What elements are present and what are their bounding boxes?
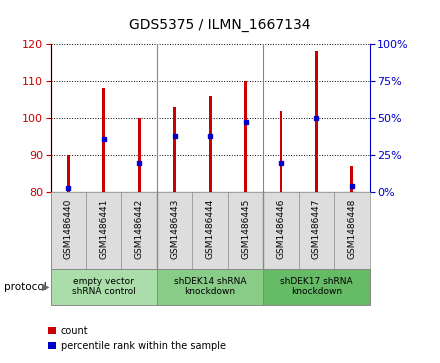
Text: GSM1486448: GSM1486448 xyxy=(347,199,356,259)
Text: GSM1486445: GSM1486445 xyxy=(241,199,250,259)
Text: GSM1486440: GSM1486440 xyxy=(64,199,73,259)
Text: shDEK14 shRNA
knockdown: shDEK14 shRNA knockdown xyxy=(174,277,246,297)
Text: GSM1486442: GSM1486442 xyxy=(135,199,144,259)
Bar xyxy=(351,166,353,192)
Text: protocol: protocol xyxy=(4,282,47,292)
Bar xyxy=(103,88,105,192)
Legend: count, percentile rank within the sample: count, percentile rank within the sample xyxy=(44,322,230,355)
Text: GDS5375 / ILMN_1667134: GDS5375 / ILMN_1667134 xyxy=(129,18,311,32)
Text: GSM1486441: GSM1486441 xyxy=(99,199,108,259)
Bar xyxy=(244,81,247,192)
Bar xyxy=(67,155,70,192)
Bar xyxy=(138,118,141,192)
Text: GSM1486444: GSM1486444 xyxy=(205,199,215,259)
Text: GSM1486446: GSM1486446 xyxy=(276,199,286,259)
Bar xyxy=(315,51,318,192)
Bar xyxy=(157,269,263,305)
Text: GSM1486447: GSM1486447 xyxy=(312,199,321,259)
Text: shDEK17 shRNA
knockdown: shDEK17 shRNA knockdown xyxy=(280,277,353,297)
Bar xyxy=(173,107,176,192)
Bar xyxy=(263,269,370,305)
Text: ▶: ▶ xyxy=(42,282,49,292)
Bar xyxy=(209,95,212,192)
Bar xyxy=(51,269,157,305)
Text: GSM1486443: GSM1486443 xyxy=(170,199,179,259)
Bar xyxy=(279,110,282,192)
Text: empty vector
shRNA control: empty vector shRNA control xyxy=(72,277,136,297)
